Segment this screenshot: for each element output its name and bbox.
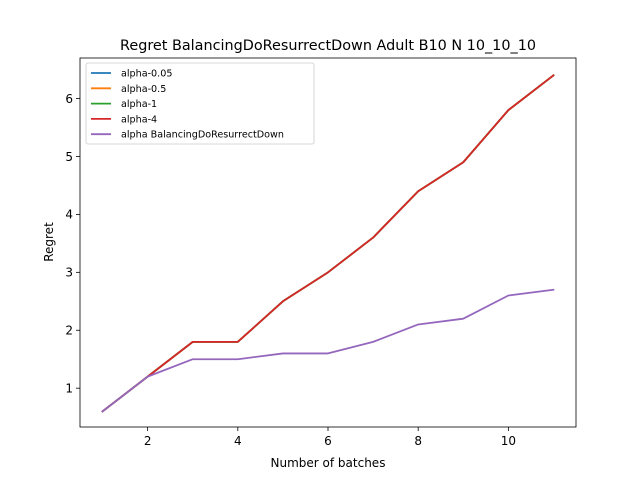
legend-label-3: alpha-4 — [121, 114, 157, 125]
y-tick-label-2: 3 — [65, 266, 73, 280]
y-axis-label: Regret — [42, 222, 56, 262]
legend-box — [85, 62, 315, 145]
legend: alpha-0.05 alpha-0.5 alpha-1 alpha-4 alpha B… — [85, 62, 315, 145]
legend-label-4: alpha BalancingDoResurrectDown — [121, 130, 284, 141]
y-tick-label-1: 2 — [65, 324, 73, 338]
x-axis-ticks: 2 4 6 8 10 — [144, 427, 516, 448]
y-tick-label-5: 6 — [65, 92, 73, 106]
x-tick-label-4: 10 — [501, 434, 516, 448]
legend-label-2: alpha-1 — [121, 99, 157, 110]
legend-label-1: alpha-0.5 — [121, 84, 166, 95]
x-tick-label-1: 4 — [234, 434, 242, 448]
plot-lines — [101, 74, 555, 413]
legend-label-0: alpha-0.05 — [121, 69, 172, 80]
x-tick-label-2: 6 — [324, 434, 332, 448]
x-axis-label: Number of batches — [271, 456, 386, 470]
series-line-4 — [101, 288, 555, 413]
series-line-3 — [101, 74, 555, 413]
y-tick-label-0: 1 — [65, 381, 73, 395]
y-tick-label-3: 4 — [65, 208, 73, 222]
y-tick-label-4: 5 — [65, 150, 73, 164]
x-tick-label-3: 8 — [414, 434, 422, 448]
chart-title: Regret BalancingDoResurrectDown Adult B1… — [120, 38, 536, 54]
y-axis-ticks: 1 2 3 4 5 6 — [65, 92, 80, 395]
x-tick-label-0: 2 — [144, 434, 152, 448]
